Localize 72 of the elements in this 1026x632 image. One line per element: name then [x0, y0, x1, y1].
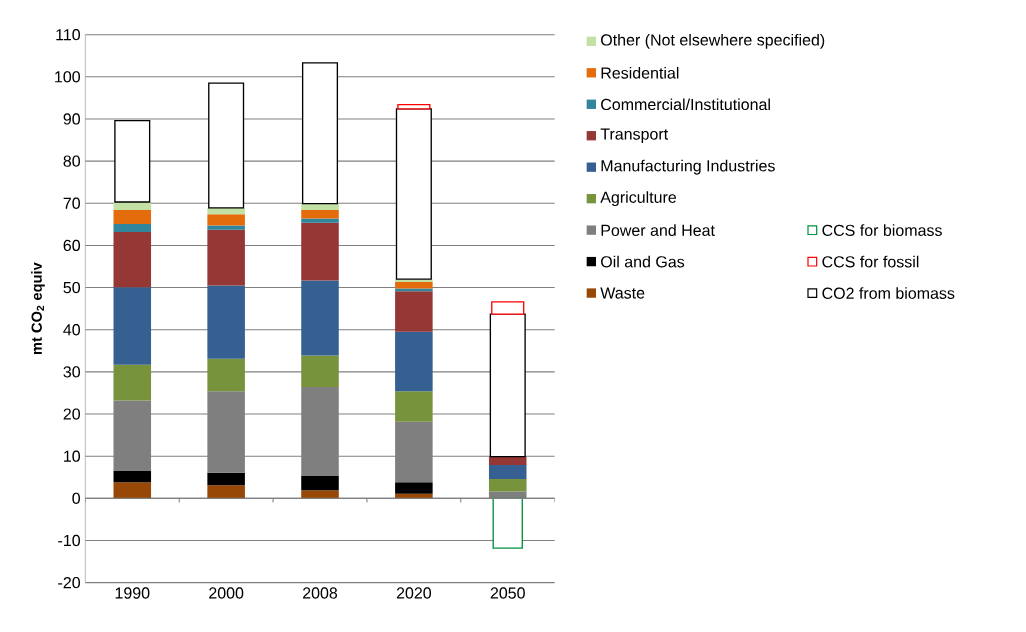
y-tick-label: 110	[56, 29, 81, 41]
bar	[301, 490, 339, 499]
bar	[207, 358, 245, 392]
y-tick-label: 10	[64, 450, 81, 462]
bar	[207, 472, 245, 486]
x-tick-label: 2000	[209, 587, 244, 599]
y-tick-label: 100	[55, 71, 81, 83]
bar	[207, 485, 245, 499]
bar	[395, 331, 433, 392]
legend-label: CCS for fossil	[822, 255, 919, 268]
bar	[113, 231, 152, 288]
x-tick-label: 2050	[490, 587, 525, 599]
bar	[207, 225, 245, 230]
bar	[113, 287, 152, 365]
bar	[207, 229, 245, 286]
bar	[113, 470, 152, 483]
bar	[395, 108, 432, 280]
y-tick-label: 90	[63, 113, 81, 125]
bar	[301, 355, 339, 388]
bar	[301, 387, 339, 476]
bar	[395, 421, 433, 483]
legend-label: CO2 from biomass	[822, 287, 955, 299]
y-tick-label: 30	[63, 366, 81, 378]
bar	[207, 285, 245, 359]
bar	[395, 288, 433, 292]
legend-label: Waste	[600, 287, 645, 299]
x-tick-label: 2020	[396, 587, 432, 599]
y-tick-label: 40	[63, 324, 81, 336]
bar	[395, 282, 433, 289]
y-axis-title: mt CO$_{2}$ equiv	[31, 262, 45, 355]
legend-label: Transport	[600, 128, 669, 143]
y-tick-label: 50	[63, 281, 81, 294]
y-tick-label: 60	[63, 239, 81, 252]
bar	[301, 280, 339, 356]
bar	[301, 475, 339, 491]
bar	[492, 497, 523, 549]
legend-label: CCS for biomass	[822, 224, 942, 236]
bar	[113, 210, 152, 224]
bar	[488, 478, 527, 492]
legend-label: Commercial/Institutional	[601, 98, 770, 111]
x-tick-label: 1990	[115, 587, 150, 599]
bar	[113, 364, 152, 401]
legend-label: Manufacturing Industries	[601, 159, 775, 175]
bar	[113, 400, 152, 471]
y-tick-label: -10	[58, 534, 81, 547]
legend-label: Other (Not elsewhere specified)	[601, 33, 825, 49]
bar	[301, 210, 339, 219]
legend-label: Agriculture	[600, 191, 677, 207]
y-tick-label: 0	[72, 492, 81, 504]
bar	[301, 222, 339, 281]
bar	[488, 465, 527, 479]
y-tick-label: -20	[58, 576, 81, 589]
legend-label: Oil and Gas	[601, 255, 685, 268]
bar	[207, 391, 245, 473]
legend-label: Power and Heat	[601, 224, 715, 236]
bar	[395, 482, 433, 494]
bar	[113, 223, 152, 232]
bar	[395, 391, 433, 422]
bar	[395, 291, 433, 332]
legend-label: Residential	[601, 66, 679, 79]
y-tick-label: 20	[63, 408, 81, 420]
bar	[488, 456, 527, 466]
x-tick-label: 2008	[303, 587, 338, 599]
bar	[301, 203, 339, 211]
bar	[208, 82, 245, 209]
bar	[301, 62, 339, 205]
bar	[114, 119, 151, 203]
bar	[301, 218, 339, 223]
y-tick-label: 70	[63, 197, 81, 209]
bar	[113, 482, 152, 499]
bar	[207, 214, 245, 226]
y-tick-label: 80	[63, 155, 81, 167]
